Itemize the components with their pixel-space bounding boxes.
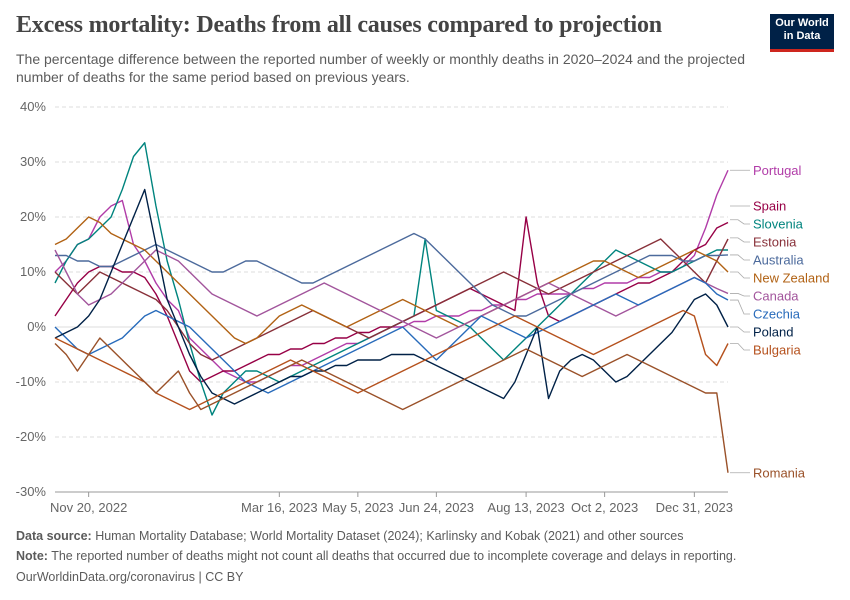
series-label-estonia[interactable]: Estonia	[753, 235, 797, 250]
owid-logo[interactable]: Our World in Data	[770, 14, 834, 52]
series-label-portugal[interactable]: Portugal	[753, 163, 802, 178]
series-line-australia[interactable]	[55, 232, 729, 317]
label-connector	[730, 237, 750, 243]
logo-line-1: Our World	[775, 17, 829, 29]
label-connector	[730, 343, 750, 351]
y-tick-label: -20%	[16, 429, 47, 444]
label-connector	[730, 219, 750, 225]
y-tick-label: 40%	[20, 99, 46, 114]
series-label-poland[interactable]: Poland	[753, 325, 793, 340]
source-line: Data source: Human Mortality Database; W…	[16, 529, 683, 543]
y-tick-label: 30%	[20, 154, 46, 169]
series-label-spain[interactable]: Spain	[753, 199, 786, 214]
source-text: Human Mortality Database; World Mortalit…	[91, 529, 684, 543]
series-line-bulgaria[interactable]	[54, 309, 729, 411]
series-line-poland[interactable]	[54, 188, 729, 405]
line-chart: -30% -20% -10% 0% 10% 20% 30% 40% Nov 20, 2022 Ma…	[16, 99, 830, 515]
series-line-romania[interactable]	[54, 337, 729, 473]
series-label-australia[interactable]: Australia	[753, 253, 804, 268]
label-connector	[730, 326, 750, 333]
series-line-slovenia[interactable]	[54, 142, 728, 416]
logo-line-2: in Data	[783, 30, 821, 42]
y-tick-label: 20%	[20, 209, 46, 224]
y-tick-label: 10%	[20, 264, 46, 279]
x-tick-label: Aug 13, 2023	[487, 500, 564, 515]
series-label-czechia[interactable]: Czechia	[753, 307, 801, 322]
y-tick-label: -10%	[16, 374, 47, 389]
y-tick-label: -30%	[16, 484, 47, 499]
series-labels: Portugal Spain Slovenia Estonia Australia New…	[730, 163, 830, 480]
series-line-czechia[interactable]	[54, 276, 729, 394]
label-connector	[730, 254, 750, 261]
x-tick-label: Nov 20, 2022	[50, 500, 127, 515]
series-line-estonia[interactable]	[54, 238, 729, 361]
series-label-new-zealand[interactable]: New Zealand	[753, 271, 830, 286]
series-label-canada[interactable]: Canada	[753, 289, 799, 304]
y-tick-label: 0%	[27, 319, 46, 334]
series-lines	[54, 142, 729, 473]
chart-title: Excess mortality: Deaths from all causes…	[16, 12, 662, 38]
label-connector	[730, 299, 750, 315]
x-tick-label: Mar 16, 2023	[241, 500, 318, 515]
chart-subtitle: The percentage difference between the re…	[16, 51, 746, 85]
x-tick-label: Jun 24, 2023	[399, 500, 474, 515]
x-tick-label: Dec 31, 2023	[656, 500, 733, 515]
x-tick-label: Oct 2, 2023	[571, 500, 638, 515]
x-tick-label: May 5, 2023	[322, 500, 394, 515]
series-line-new-zealand[interactable]	[54, 216, 729, 345]
series-label-slovenia[interactable]: Slovenia	[753, 217, 804, 232]
label-connector	[730, 293, 750, 297]
label-connector	[730, 271, 750, 279]
credit-link[interactable]: OurWorldinData.org/coronavirus | CC BY	[16, 570, 244, 584]
source-label: Data source:	[16, 529, 92, 543]
note-line: Note: The reported number of deaths migh…	[16, 549, 736, 563]
note-label: Note:	[16, 549, 48, 563]
axes: -30% -20% -10% 0% 10% 20% 30% 40% Nov 20, 2022 Ma…	[16, 99, 733, 515]
series-line-canada[interactable]	[54, 249, 729, 339]
series-label-bulgaria[interactable]: Bulgaria	[753, 343, 801, 358]
series-label-romania[interactable]: Romania	[753, 465, 806, 480]
note-text: The reported number of deaths might not …	[47, 549, 737, 563]
